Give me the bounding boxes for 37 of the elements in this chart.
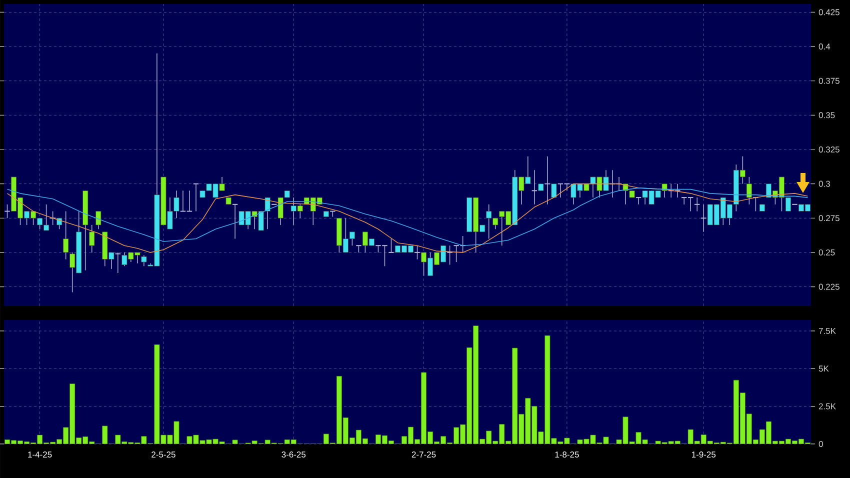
y-tick-label: 0.4 [818, 44, 830, 50]
candlestick [114, 252, 122, 274]
x-tick-label: 1-9-25 [692, 452, 716, 458]
y-tick-label: 2.5K [818, 403, 836, 410]
y-tick-label: 0.25 [818, 249, 835, 256]
candlestick [544, 156, 551, 205]
y-tick-label: 0.375 [818, 78, 840, 84]
candlestick [635, 197, 642, 205]
candlestick [89, 224, 95, 253]
candlestick [388, 238, 394, 253]
y-tick-label: 0.425 [818, 9, 840, 16]
x-tick-label: 2-5-25 [152, 452, 176, 458]
candlestick [96, 210, 102, 230]
y-tick-label: 0 [818, 440, 823, 447]
x-tick-label: 2-7-25 [412, 452, 436, 458]
candlestick [63, 210, 69, 260]
candlestick [4, 204, 10, 219]
candlestick [141, 254, 147, 267]
candlestick [551, 183, 557, 198]
y-tick-label: 7.5K [818, 328, 836, 334]
x-tick-label: 3-6-25 [282, 452, 306, 458]
y-tick-label: 0.325 [818, 146, 840, 152]
candlestick [531, 170, 538, 205]
candlestick [192, 183, 200, 212]
y-tick-label: 0.275 [818, 215, 840, 222]
y-tick-label: 0.225 [818, 284, 840, 290]
x-tick-label: 1-8-25 [555, 452, 579, 458]
candlestick [453, 245, 460, 262]
x-tick-label: 1-4-25 [28, 452, 52, 458]
y-tick-label: 0.35 [818, 112, 835, 118]
candlestick [694, 197, 700, 212]
y-tick-label: 5K [818, 366, 829, 372]
candlestick [232, 204, 238, 240]
candlestick [414, 245, 420, 260]
candlestick [446, 245, 453, 266]
candlestick [700, 204, 707, 232]
y-tick-label: 0.3 [818, 180, 830, 187]
